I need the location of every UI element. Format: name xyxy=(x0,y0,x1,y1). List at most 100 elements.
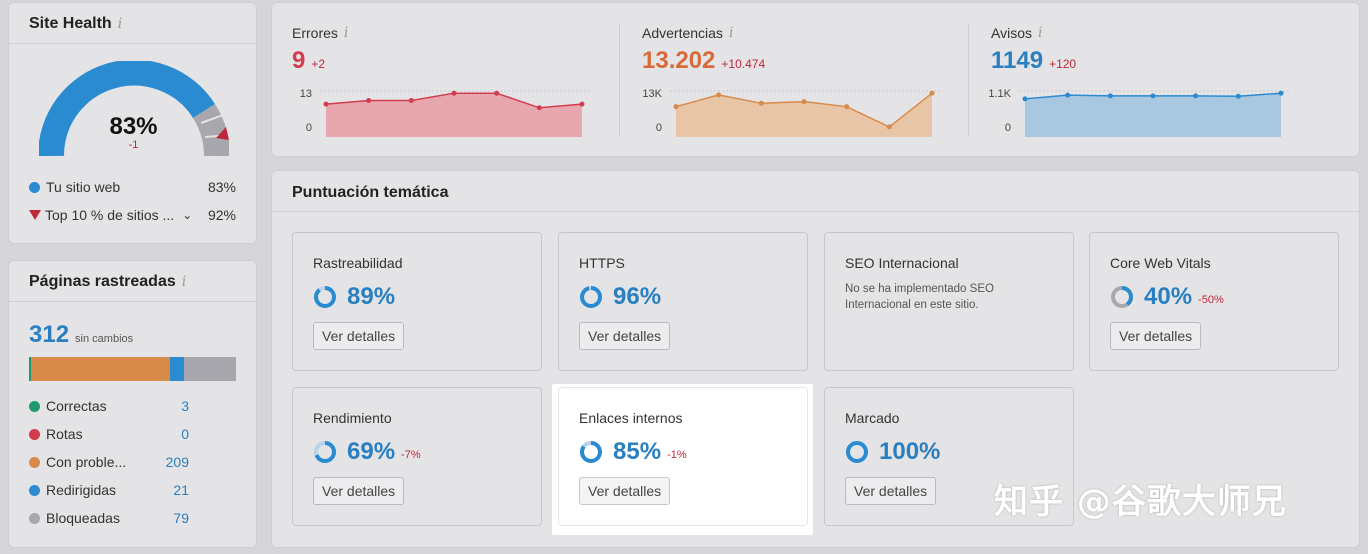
status-count[interactable]: 0 xyxy=(181,426,189,442)
sparkline-ymin-label: 0 xyxy=(305,122,312,134)
sparkline-point[interactable] xyxy=(408,97,414,103)
pages-bar-segment[interactable] xyxy=(29,357,32,381)
metric-label: Avisos xyxy=(991,25,1032,41)
view-details-button[interactable]: Ver detalles xyxy=(579,322,671,350)
divider xyxy=(9,43,256,44)
pages-status-row[interactable]: Correctas 3 xyxy=(29,398,189,414)
sparkline[interactable] xyxy=(670,87,944,139)
pages-bar-segment[interactable] xyxy=(169,357,185,381)
chevron-down-icon[interactable]: ⌄ xyxy=(182,208,193,222)
pages-status-bar[interactable] xyxy=(29,357,236,381)
tile-score-change: -50% xyxy=(1198,294,1224,306)
sparkline[interactable] xyxy=(1019,87,1293,139)
pages-status-row[interactable]: Bloqueadas 79 xyxy=(29,510,189,526)
gauge-rest xyxy=(192,104,229,157)
status-count[interactable]: 209 xyxy=(165,454,189,470)
sparkline-point[interactable] xyxy=(579,101,585,107)
metric-delta: +120 xyxy=(1049,57,1077,71)
metric-delta: +10.474 xyxy=(721,57,766,71)
view-details-button[interactable]: Ver detalles xyxy=(1110,322,1202,350)
sparkline[interactable] xyxy=(320,87,594,139)
status-label: Rotas xyxy=(46,426,83,442)
metric-warnings[interactable]: Advertencias i 13.202 +10.474 13K 0 xyxy=(622,3,952,158)
tile-title: Core Web Vitals xyxy=(1110,255,1211,271)
sparkline-ymax-label: 13K xyxy=(642,88,662,100)
metric-notices[interactable]: Avisos i 1149 +120 1.1K 0 xyxy=(971,3,1301,158)
sparkline-ymin-label: 0 xyxy=(1004,122,1011,134)
sparkline-point[interactable] xyxy=(366,97,372,103)
sparkline-point[interactable] xyxy=(1235,93,1241,99)
sparkline-point[interactable] xyxy=(844,104,850,110)
donut-icon xyxy=(314,286,336,308)
thematic-scores-title: Puntuación temática xyxy=(292,184,449,201)
score-tile: Marcado 100% Ver detalles xyxy=(824,387,1074,526)
sparkline-point[interactable] xyxy=(494,90,500,96)
info-icon[interactable]: i xyxy=(117,16,123,32)
tile-title: Rendimiento xyxy=(313,410,392,426)
info-icon[interactable]: i xyxy=(1037,25,1043,41)
tile-title: Marcado xyxy=(845,410,900,426)
sparkline-point[interactable] xyxy=(536,105,542,111)
view-details-button[interactable]: Ver detalles xyxy=(313,477,405,505)
sparkline-point[interactable] xyxy=(716,92,722,98)
status-count[interactable]: 79 xyxy=(173,510,189,526)
tile-title: HTTPS xyxy=(579,255,625,271)
sparkline-point[interactable] xyxy=(673,104,679,110)
status-dot-icon xyxy=(29,512,40,524)
sparkline-point[interactable] xyxy=(1278,90,1284,96)
metric-value[interactable]: 1149 xyxy=(991,47,1044,74)
pages-status-row[interactable]: Rotas 0 xyxy=(29,426,189,442)
legend-value: 83% xyxy=(207,179,236,195)
pages-status-row[interactable]: Con proble... 209 xyxy=(29,454,189,470)
pages-total-note: sin cambios xyxy=(75,333,134,345)
blue-dot-icon xyxy=(29,181,40,193)
sparkline-ymax-label: 13 xyxy=(299,88,312,100)
sparkline-point[interactable] xyxy=(451,90,457,96)
metric-label: Errores xyxy=(292,25,338,41)
sparkline-point[interactable] xyxy=(1193,93,1199,99)
pages-total-number[interactable]: 312 xyxy=(29,321,70,348)
tile-score: 96% xyxy=(579,283,661,311)
legend-label: Top 10 % de sitios ... xyxy=(45,207,175,223)
tile-title: Enlaces internos xyxy=(579,410,683,426)
metric-value[interactable]: 9 xyxy=(292,47,306,74)
info-icon[interactable]: i xyxy=(343,25,349,41)
sparkline-point[interactable] xyxy=(758,100,764,106)
sparkline-point[interactable] xyxy=(1022,96,1028,102)
status-label: Redirigidas xyxy=(46,482,117,498)
sparkline-point[interactable] xyxy=(886,124,892,130)
sparkline-point[interactable] xyxy=(1107,93,1113,99)
sparkline-point[interactable] xyxy=(1150,93,1156,99)
sparkline-point[interactable] xyxy=(801,99,807,105)
sparkline-area xyxy=(676,93,932,137)
metric-label: Advertencias xyxy=(642,25,723,41)
info-icon[interactable]: i xyxy=(728,25,734,41)
divider xyxy=(272,211,1359,212)
divider xyxy=(619,23,620,137)
tile-score-change: -7% xyxy=(401,449,421,461)
status-dot-icon xyxy=(29,484,40,496)
status-label: Correctas xyxy=(46,398,107,414)
site-health-header: Site Health i xyxy=(29,15,122,33)
sparkline-point[interactable] xyxy=(323,101,329,107)
tile-description: No se ha implementado SEO Internacional … xyxy=(845,283,994,311)
view-details-button[interactable]: Ver detalles xyxy=(845,477,937,505)
site-health-change: -1 xyxy=(128,139,139,151)
top10-marker-icon xyxy=(216,127,229,140)
view-details-button[interactable]: Ver detalles xyxy=(313,322,405,350)
site-health-score: 83% xyxy=(109,113,158,140)
status-count[interactable]: 3 xyxy=(181,398,189,414)
pages-bar-segment[interactable] xyxy=(184,357,236,381)
status-label: Bloqueadas xyxy=(46,510,120,526)
metric-value[interactable]: 13.202 xyxy=(642,47,716,74)
info-icon[interactable]: i xyxy=(181,274,187,290)
sparkline-point[interactable] xyxy=(929,90,935,96)
score-tile: HTTPS 96% Ver detalles xyxy=(558,232,808,371)
pages-status-row[interactable]: Redirigidas 21 xyxy=(29,482,189,498)
status-count[interactable]: 21 xyxy=(173,482,189,498)
view-details-button[interactable]: Ver detalles xyxy=(579,477,671,505)
pages-bar-segment[interactable] xyxy=(31,357,170,381)
sparkline-point[interactable] xyxy=(1065,92,1071,98)
legend-top10[interactable]: Top 10 % de sitios ... ⌄ 92% xyxy=(29,207,236,223)
metric-errors[interactable]: Errores i 9 +2 13 0 xyxy=(272,3,602,158)
